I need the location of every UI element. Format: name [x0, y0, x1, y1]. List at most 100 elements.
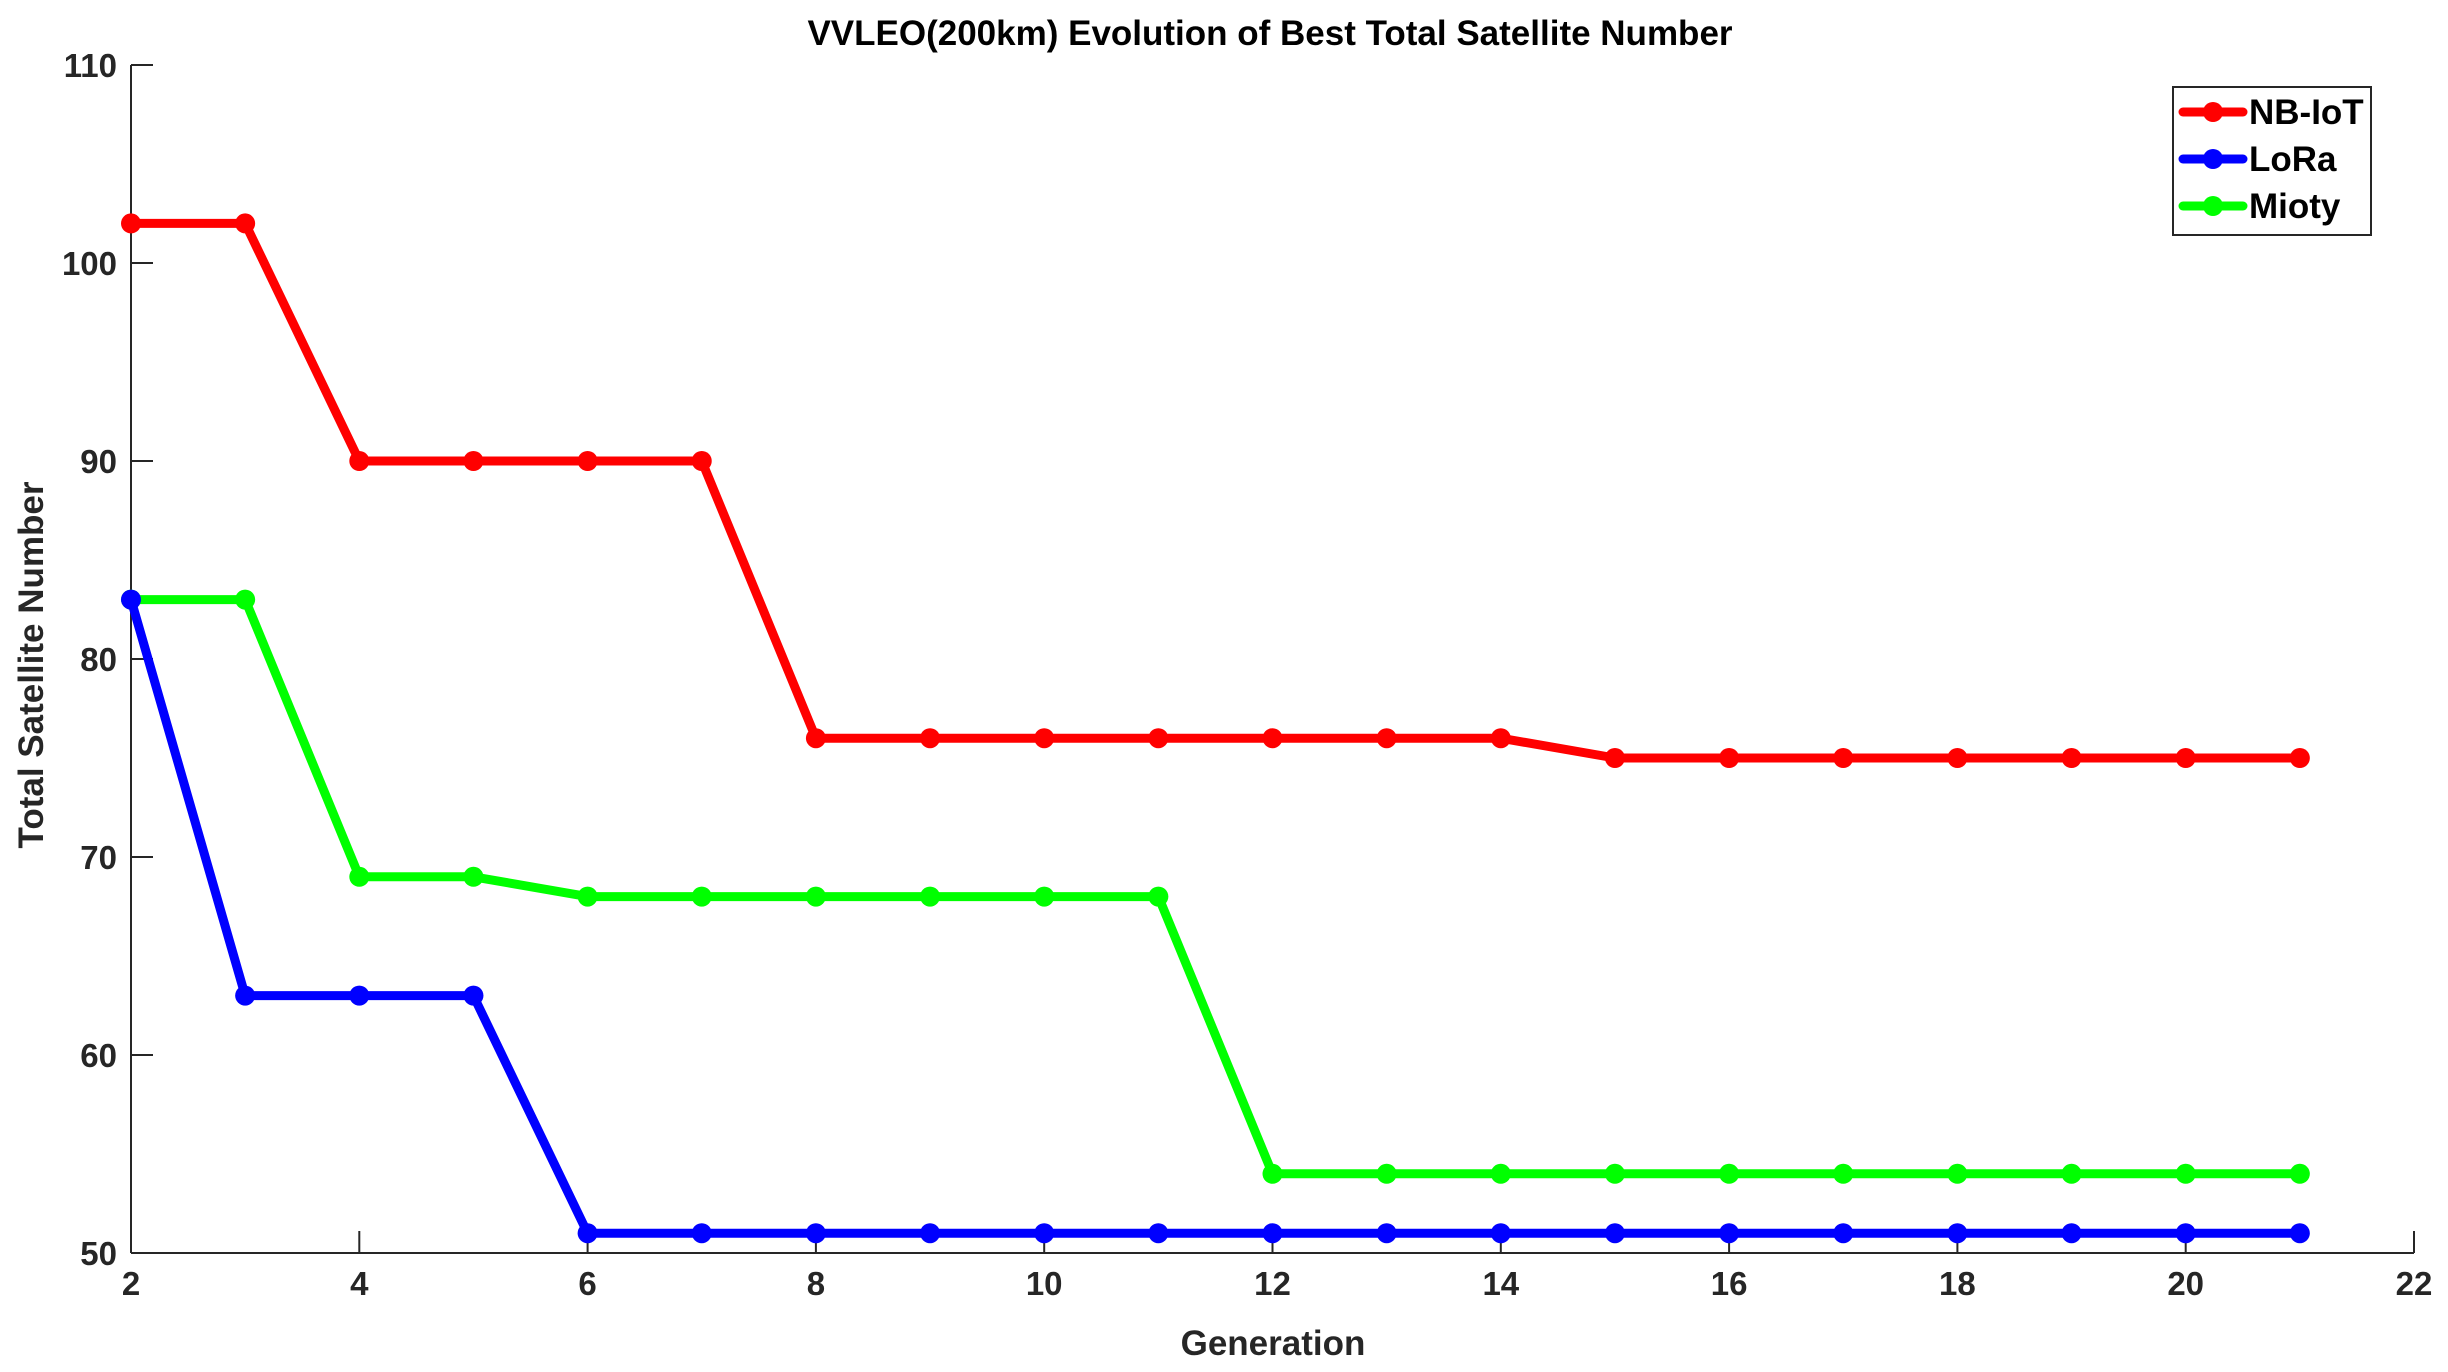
- data-point: [2175, 1223, 2196, 1244]
- data-point: [1604, 1223, 1625, 1244]
- x-tick-label: 2: [122, 1265, 140, 1302]
- data-point: [1947, 1163, 1968, 1184]
- data-point: [1947, 748, 1968, 768]
- data-point: [577, 1223, 598, 1244]
- data-point: [805, 886, 826, 907]
- legend-label: NB-IoT: [2249, 93, 2364, 132]
- data-point: [349, 985, 370, 1006]
- data-point: [1148, 886, 1169, 907]
- data-point: [577, 886, 598, 907]
- series-lora: [121, 589, 2310, 1244]
- data-point: [121, 589, 141, 610]
- data-point: [2289, 1163, 2310, 1184]
- data-point: [1262, 1163, 1283, 1184]
- data-point: [1833, 1223, 1854, 1244]
- data-point: [805, 1223, 826, 1244]
- y-tick-label: 80: [80, 641, 117, 678]
- data-point: [2061, 748, 2082, 768]
- data-point: [1719, 1223, 1740, 1244]
- data-point: [1148, 1223, 1169, 1244]
- series-mioty: [121, 589, 2310, 1184]
- data-point: [2061, 1223, 2082, 1244]
- legend-item: Mioty: [2178, 187, 2341, 226]
- data-point: [349, 451, 370, 471]
- x-axis-title: Generation: [1181, 1324, 1366, 1363]
- legend-item: NB-IoT: [2178, 93, 2364, 132]
- data-point: [920, 1223, 941, 1244]
- x-tick-label: 20: [2167, 1265, 2204, 1302]
- data-point: [1034, 886, 1055, 907]
- plot-area: [121, 213, 2310, 1244]
- data-point: [1262, 1223, 1283, 1244]
- series-line: [126, 595, 2305, 1238]
- data-point: [349, 866, 370, 887]
- data-point: [1604, 748, 1625, 768]
- data-point: [1376, 728, 1397, 749]
- axes: 2 4 6 8 10 12 14 16 18 20 22 50 60 70 80 90 100 110: [62, 47, 2432, 1302]
- data-point: [1034, 1223, 1055, 1244]
- data-point: [1376, 1223, 1397, 1244]
- legend-swatch-marker: [2203, 196, 2223, 216]
- data-point: [2289, 1223, 2310, 1244]
- y-tick-label: 90: [80, 443, 117, 480]
- data-point: [1833, 748, 1854, 768]
- data-point: [920, 728, 941, 749]
- data-point: [1148, 728, 1169, 749]
- data-point: [235, 985, 256, 1006]
- x-tick-label: 12: [1254, 1265, 1291, 1302]
- data-point: [1490, 1163, 1511, 1184]
- x-tick-label: 22: [2396, 1265, 2433, 1302]
- data-point: [805, 728, 826, 749]
- y-axis-title: Total Satellite Number: [12, 481, 51, 848]
- data-point: [1719, 748, 1740, 768]
- y-tick-label: 110: [64, 47, 117, 84]
- data-point: [463, 866, 484, 887]
- x-tick-label: 14: [1482, 1265, 1519, 1302]
- data-point: [1833, 1163, 1854, 1184]
- data-point: [235, 589, 256, 610]
- data-point: [691, 451, 712, 471]
- series-line: [126, 218, 2305, 763]
- data-point: [920, 886, 941, 907]
- x-tick-label: 6: [578, 1265, 596, 1302]
- y-tick-label: 60: [80, 1037, 117, 1074]
- x-tick-label: 10: [1026, 1265, 1063, 1302]
- data-point: [1034, 728, 1055, 749]
- data-point: [1947, 1223, 1968, 1244]
- series-nb-iot: [121, 213, 2310, 768]
- data-point: [1604, 1163, 1625, 1184]
- data-point: [1262, 728, 1283, 749]
- data-point: [2289, 748, 2310, 768]
- data-point: [235, 213, 256, 234]
- data-point: [2175, 748, 2196, 768]
- legend: NB-IoT LoRa Mioty: [2172, 86, 2372, 236]
- y-tick-label: 70: [80, 839, 117, 876]
- data-point: [1490, 1223, 1511, 1244]
- legend-label: Mioty: [2249, 187, 2341, 226]
- data-point: [121, 213, 141, 234]
- legend-swatch-marker: [2203, 102, 2223, 122]
- y-tick-label: 100: [62, 245, 117, 282]
- x-tick-label: 8: [807, 1265, 825, 1302]
- x-tick-label: 18: [1939, 1265, 1976, 1302]
- legend-item: LoRa: [2178, 140, 2337, 179]
- y-tick-label: 50: [80, 1235, 117, 1272]
- data-point: [1490, 728, 1511, 749]
- data-point: [1719, 1163, 1740, 1184]
- x-tick-label: 4: [350, 1265, 369, 1302]
- x-tick-label: 16: [1711, 1265, 1748, 1302]
- chart-title: VVLEO(200km) Evolution of Best Total Sat…: [807, 14, 1732, 53]
- data-point: [577, 451, 598, 471]
- data-point: [2175, 1163, 2196, 1184]
- data-point: [2061, 1163, 2082, 1184]
- data-point: [691, 886, 712, 907]
- data-point: [691, 1223, 712, 1244]
- data-point: [463, 985, 484, 1006]
- legend-label: LoRa: [2249, 140, 2337, 179]
- data-point: [1376, 1163, 1397, 1184]
- legend-swatch-marker: [2203, 149, 2223, 169]
- data-point: [463, 451, 484, 471]
- series-line: [126, 595, 2305, 1179]
